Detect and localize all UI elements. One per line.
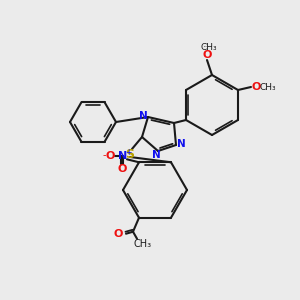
Text: N: N: [177, 139, 185, 149]
Text: CH₃: CH₃: [260, 82, 276, 91]
Text: O: O: [113, 229, 123, 239]
Text: N: N: [152, 150, 160, 160]
Text: +: +: [125, 148, 131, 157]
Text: CH₃: CH₃: [201, 43, 217, 52]
Text: N: N: [118, 151, 127, 161]
Text: -: -: [102, 150, 106, 160]
Text: O: O: [117, 164, 127, 174]
Text: CH₃: CH₃: [134, 239, 152, 249]
Text: O: O: [105, 151, 115, 161]
Text: O: O: [202, 50, 212, 60]
Text: S: S: [125, 148, 134, 160]
Text: methoxy: methoxy: [204, 45, 210, 46]
Text: N: N: [139, 111, 147, 121]
Text: O: O: [251, 82, 261, 92]
